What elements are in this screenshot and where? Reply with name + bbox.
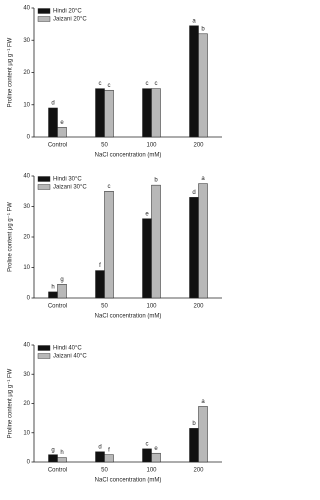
bar <box>104 89 114 138</box>
y-tick-label: 10 <box>23 430 30 436</box>
y-tick-label: 30 <box>23 204 30 210</box>
x-tick-label: 100 <box>146 304 157 310</box>
x-tick-label: Control <box>48 143 67 149</box>
bar <box>198 183 208 299</box>
y-tick-label: 40 <box>23 6 30 12</box>
significance-letter: h <box>51 284 54 290</box>
bar <box>189 25 199 138</box>
x-tick-label: 50 <box>101 143 108 149</box>
bar <box>104 191 114 299</box>
y-tick-label: 20 <box>23 235 30 241</box>
bar <box>48 291 58 299</box>
significance-letter: c <box>146 81 149 87</box>
significance-letter: f <box>108 447 110 453</box>
bar <box>189 197 199 299</box>
legend-swatch <box>37 16 51 22</box>
x-tick-label: 200 <box>193 304 204 310</box>
bar <box>151 88 161 138</box>
significance-letter: b <box>192 421 196 427</box>
significance-letter: g <box>51 447 54 453</box>
bar <box>142 218 152 299</box>
significance-letter: c <box>155 81 158 87</box>
significance-letter: e <box>154 446 158 452</box>
x-tick-label: 50 <box>101 468 108 474</box>
y-axis-title: Proline content μg g⁻¹ FW <box>8 368 14 438</box>
bar <box>198 406 208 463</box>
y-tick-label: 40 <box>23 343 30 349</box>
y-tick-label: 0 <box>27 135 31 141</box>
legend-swatch <box>37 353 51 359</box>
bar <box>48 454 58 463</box>
x-axis-title: NaCl concentration (mM) <box>95 314 162 320</box>
significance-letter: b <box>154 178 158 184</box>
x-tick-label: Control <box>48 468 67 474</box>
legend-label: Hindi 30°C <box>53 177 82 183</box>
significance-letter: e <box>145 211 149 217</box>
significance-letter: a <box>201 399 205 405</box>
significance-letter: d <box>51 101 54 107</box>
y-tick-label: 30 <box>23 38 30 44</box>
bar <box>48 107 58 138</box>
bar <box>142 448 152 463</box>
bar <box>151 452 161 463</box>
significance-letter: a <box>201 176 205 182</box>
legend-label: Hindi 40°C <box>53 346 82 352</box>
legend-swatch <box>37 345 51 351</box>
bar <box>198 33 208 138</box>
bar <box>95 88 105 138</box>
bar <box>57 284 67 299</box>
significance-letter: d <box>192 190 195 196</box>
y-axis-title: Proline content μg g⁻¹ FW <box>8 202 14 272</box>
bar <box>104 454 114 463</box>
y-tick-label: 40 <box>23 174 30 180</box>
x-tick-label: 100 <box>146 143 157 149</box>
bar <box>57 457 67 463</box>
bar <box>142 88 152 138</box>
x-axis-title: NaCl concentration (mM) <box>95 153 162 159</box>
significance-letter: c <box>99 81 102 87</box>
x-tick-label: 200 <box>193 468 204 474</box>
x-axis-title: NaCl concentration (mM) <box>95 478 162 484</box>
bar <box>189 428 199 463</box>
legend-swatch <box>37 184 51 190</box>
significance-letter: c <box>146 441 149 447</box>
y-axis-title: Proline content μg g⁻¹ FW <box>8 37 14 107</box>
y-tick-label: 30 <box>23 372 30 378</box>
legend-label: Jaizani 20°C <box>53 17 87 23</box>
significance-letter: c <box>108 83 111 89</box>
legend-label: Hindi 20°C <box>53 9 82 15</box>
y-tick-label: 0 <box>27 296 31 302</box>
x-tick-label: 100 <box>146 468 157 474</box>
legend-swatch <box>37 176 51 182</box>
significance-letter: a <box>192 18 196 24</box>
significance-letter: e <box>60 120 64 126</box>
x-tick-label: 200 <box>193 143 204 149</box>
bar <box>57 127 67 138</box>
significance-letter: g <box>60 277 63 283</box>
y-tick-label: 20 <box>23 401 30 407</box>
legend-label: Jaizani 30°C <box>53 185 87 191</box>
legend-label: Jaizani 40°C <box>53 354 87 360</box>
significance-letter: d <box>98 444 101 450</box>
y-tick-label: 10 <box>23 102 30 108</box>
significance-letter: b <box>201 26 205 32</box>
bar <box>151 184 161 299</box>
x-tick-label: Control <box>48 304 67 310</box>
bar <box>95 451 105 463</box>
x-tick-label: 50 <box>101 304 108 310</box>
y-tick-label: 10 <box>23 265 30 271</box>
significance-letter: c <box>108 184 111 190</box>
significance-letter: h <box>60 450 63 456</box>
y-tick-label: 20 <box>23 70 30 76</box>
bar <box>95 270 105 299</box>
legend-swatch <box>37 8 51 14</box>
significance-letter: f <box>99 263 101 269</box>
y-tick-label: 0 <box>27 460 31 466</box>
